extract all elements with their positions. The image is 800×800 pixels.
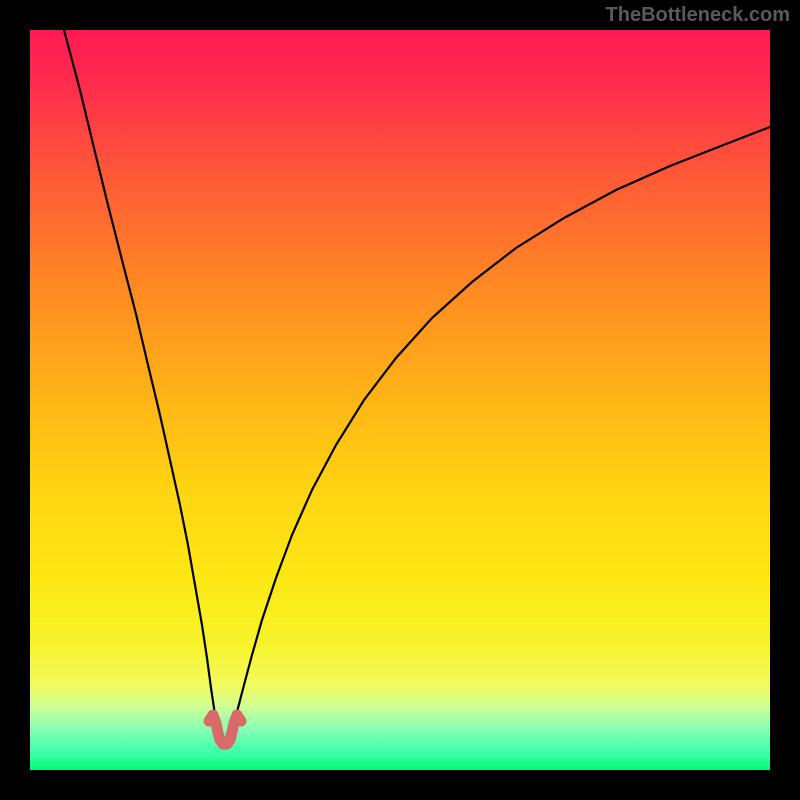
watermark-text: TheBottleneck.com [606, 4, 790, 27]
plot-area [30, 30, 770, 770]
gradient-background [30, 30, 770, 770]
chart-container: TheBottleneck.com [0, 0, 800, 800]
